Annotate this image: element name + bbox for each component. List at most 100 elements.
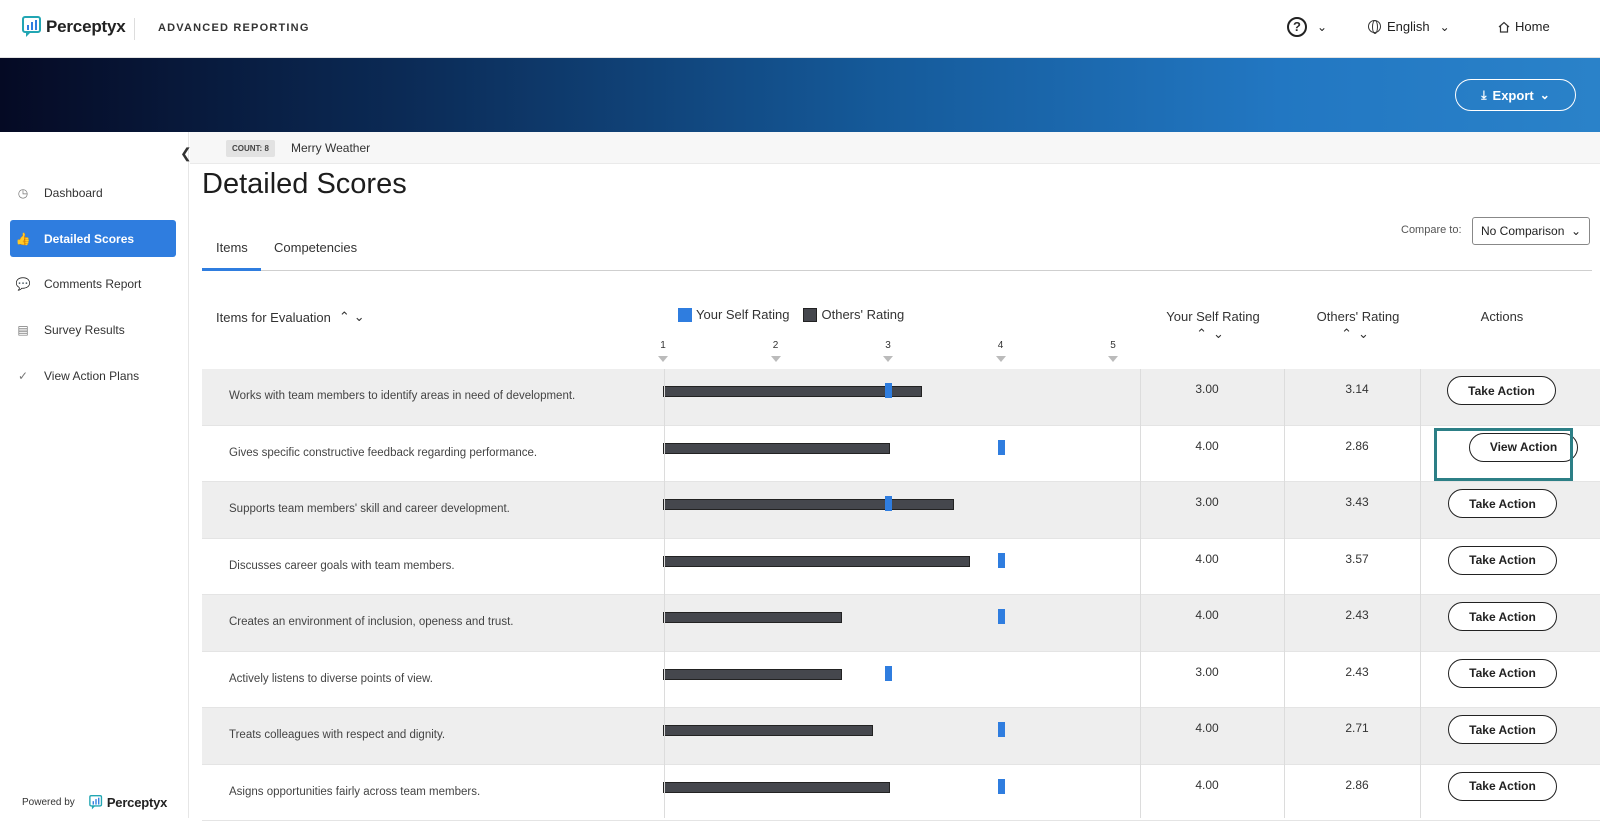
compare-label: Compare to: [1401,224,1462,236]
home-icon [1498,21,1510,33]
column-divider [1420,369,1421,818]
compare-value: No Comparison [1481,224,1564,238]
others-rating-value: 3.43 [1282,495,1432,509]
sidebar-item-dashboard[interactable]: ◷ Dashboard [10,174,176,211]
logo-icon [89,795,103,810]
scale-tick-label: 5 [1103,340,1123,351]
others-rating-bar [663,669,842,680]
others-rating-value: 2.71 [1282,721,1432,735]
brand-name: Perceptyx [46,17,125,37]
scale-tick-label: 2 [766,340,786,351]
sidebar-item-label: Survey Results [44,323,125,337]
self-rating-value: 4.00 [1132,608,1282,622]
header-banner [0,58,1600,132]
self-rating-value: 3.00 [1132,495,1282,509]
gauge-icon: ◷ [16,186,30,200]
others-rating-value: 2.86 [1282,439,1432,453]
sort-icon[interactable]: ⌃⌄ [1308,326,1408,342]
chevron-down-icon: ⌄ [1440,20,1450,34]
sort-icon[interactable]: ⌃⌄ [339,309,369,325]
self-rating-marker [885,383,892,398]
self-rating-marker [998,553,1005,568]
take-action-button[interactable]: Take Action [1448,659,1557,688]
chevron-down-icon: ⌄ [1571,224,1581,238]
others-rating-bar [663,782,890,793]
sort-icon[interactable]: ⌃⌄ [1163,326,1263,342]
filter-name: Merry Weather [291,141,370,155]
items-column-header[interactable]: Items for Evaluation ⌃⌄ [216,309,369,325]
item-label: Discusses career goals with team members… [229,560,455,572]
self-rating-value: 3.00 [1132,665,1282,679]
self-header-label: Your Self Rating [1166,309,1259,324]
sidebar-item-label: Dashboard [44,186,103,200]
help-menu[interactable]: ? ⌄ [1287,17,1327,37]
tab-items[interactable]: Items [216,240,248,255]
self-rating-value: 4.00 [1132,721,1282,735]
column-divider [1284,369,1285,818]
others-rating-value: 3.57 [1282,552,1432,566]
product-name: ADVANCED REPORTING [158,22,310,34]
sidebar-item-detailed-scores[interactable]: 👍 Detailed Scores [10,220,176,257]
column-divider [1140,369,1141,818]
bar-chart-icon: ▤ [16,323,30,337]
item-label: Creates an environment of inclusion, ope… [229,616,513,628]
help-icon: ? [1287,17,1307,37]
perceptyx-logo[interactable]: Perceptyx [22,16,125,38]
take-action-button[interactable]: Take Action [1448,602,1557,631]
powered-by: Powered by Perceptyx [22,795,167,810]
others-rating-bar [663,725,873,736]
filter-bar [190,132,1600,164]
sidebar-item-survey-results[interactable]: ▤ Survey Results [10,311,176,348]
powered-by-label: Powered by [22,797,75,808]
chart-legend: Your Self Rating Others' Rating [678,307,918,322]
logo-icon [22,16,42,38]
legend-label: Others' Rating [821,307,904,322]
scale-tick-marker [1108,356,1118,362]
table-row: Supports team members' skill and career … [202,482,1600,539]
take-action-button[interactable]: Take Action [1448,489,1557,518]
take-action-button[interactable]: Take Action [1448,546,1557,575]
scale-tick-marker [771,356,781,362]
others-rating-bar [663,612,842,623]
others-rating-value: 2.86 [1282,778,1432,792]
self-rating-column-header[interactable]: Your Self Rating ⌃⌄ [1163,309,1263,342]
self-rating-marker [998,440,1005,455]
item-label: Gives specific constructive feedback reg… [229,447,537,459]
self-rating-marker [998,722,1005,737]
sidebar-item-view-action-plans[interactable]: ✓ View Action Plans [10,357,176,394]
scale-tick-marker [996,356,1006,362]
others-header-label: Others' Rating [1317,309,1400,324]
header-divider [134,18,135,40]
export-button[interactable]: ⤓ Export ⌄ [1455,79,1576,111]
scores-table: Works with team members to identify area… [202,369,1600,821]
tab-bar: Items Competencies [202,230,1592,271]
tab-competencies[interactable]: Competencies [274,240,357,255]
items-header-label: Items for Evaluation [216,310,331,325]
chevron-down-icon: ⌄ [1317,20,1327,34]
table-row: Creates an environment of inclusion, ope… [202,595,1600,652]
home-label: Home [1515,19,1550,34]
legend-others: Others' Rating [803,307,904,322]
others-rating-bar [663,556,970,567]
sidebar-item-comments-report[interactable]: 💬 Comments Report [10,265,176,302]
scale-tick-marker [658,356,668,362]
others-rating-column-header[interactable]: Others' Rating ⌃⌄ [1308,309,1408,342]
chat-bubbles-icon: 💬 [16,277,30,291]
powered-brand: Perceptyx [107,795,167,810]
others-rating-bar [663,499,954,510]
download-icon: ⤓ [1481,88,1486,103]
take-action-button[interactable]: Take Action [1447,376,1556,405]
home-link[interactable]: Home [1498,19,1550,34]
self-rating-value: 4.00 [1132,439,1282,453]
others-rating-value: 2.43 [1282,665,1432,679]
language-menu[interactable]: English ⌄ [1368,19,1450,34]
legend-label: Your Self Rating [696,307,789,322]
others-rating-bar [663,443,890,454]
compare-select[interactable]: No Comparison ⌄ [1472,217,1590,245]
self-rating-marker [885,666,892,681]
page-title: Detailed Scores [202,168,407,201]
take-action-button[interactable]: Take Action [1448,772,1557,801]
export-label: Export [1493,88,1534,103]
take-action-button[interactable]: Take Action [1448,715,1557,744]
scale-tick-marker [883,356,893,362]
